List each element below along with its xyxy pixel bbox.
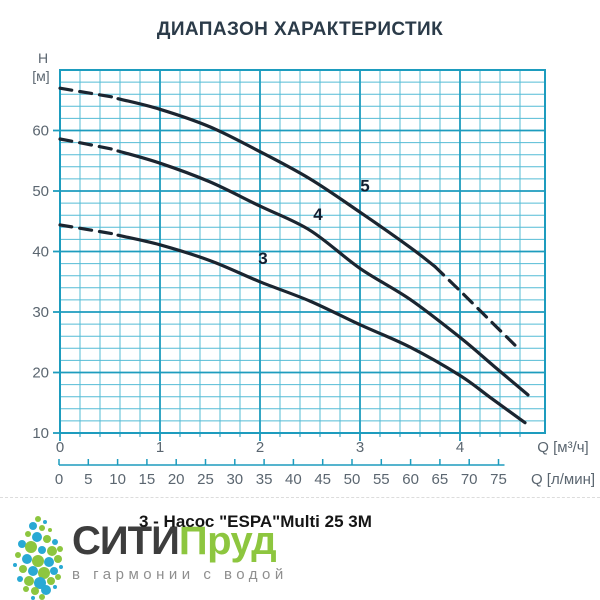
secondary-tick-label: 10 bbox=[109, 471, 126, 488]
drop-bubble bbox=[47, 577, 55, 585]
secondary-tick-label: 0 bbox=[55, 471, 63, 488]
drop-bubble bbox=[17, 576, 23, 582]
secondary-tick-label: 60 bbox=[402, 471, 419, 488]
secondary-tick-label: 5 bbox=[84, 471, 92, 488]
secondary-tick-label: 35 bbox=[256, 471, 273, 488]
drop-bubble bbox=[31, 587, 39, 595]
secondary-tick-label: 45 bbox=[314, 471, 331, 488]
drop-bubble bbox=[47, 546, 57, 556]
drop-bubble bbox=[32, 532, 42, 542]
x-tick-label: 3 bbox=[356, 439, 364, 456]
secondary-tick-label: 30 bbox=[226, 471, 243, 488]
drop-bubble bbox=[59, 565, 63, 569]
drop-bubble bbox=[39, 594, 45, 600]
x-tick-label: 0 bbox=[56, 439, 64, 456]
secondary-tick-label: 50 bbox=[344, 471, 361, 488]
drop-bubble bbox=[52, 539, 58, 545]
drop-bubble bbox=[29, 522, 37, 530]
drop-bubble bbox=[39, 525, 45, 531]
y-tick-label: 20 bbox=[32, 365, 49, 382]
drop-bubble bbox=[38, 546, 46, 554]
curve-label-4: 4 bbox=[313, 205, 323, 224]
x-tick-label: 1 bbox=[156, 439, 164, 456]
secondary-tick-label: 20 bbox=[168, 471, 185, 488]
curve-3 bbox=[116, 233, 527, 425]
y-tick-label: 50 bbox=[32, 183, 49, 200]
curve-4 bbox=[116, 149, 530, 397]
drop-bubble bbox=[13, 563, 17, 567]
secondary-tick-label: 40 bbox=[285, 471, 302, 488]
y-axis-unit: [м] bbox=[32, 68, 49, 84]
secondary-tick-label: 75 bbox=[490, 471, 507, 488]
drop-bubble bbox=[38, 567, 50, 579]
drop-bubble bbox=[57, 546, 63, 552]
curve-5 bbox=[58, 86, 120, 101]
drop-bubble bbox=[50, 567, 58, 575]
curve-4 bbox=[58, 137, 120, 153]
drop-bubble bbox=[28, 566, 38, 576]
drop-bubble bbox=[35, 516, 41, 522]
drop-bubble bbox=[18, 540, 26, 548]
drop-bubble bbox=[43, 520, 47, 524]
curve-5 bbox=[433, 265, 522, 352]
drop-bubble bbox=[41, 585, 51, 595]
drop-bubble bbox=[55, 574, 61, 580]
page-title: ДИАПАЗОН ХАРАКТЕРИСТИК bbox=[156, 19, 444, 40]
drop-bubble bbox=[23, 586, 29, 592]
secondary-tick-label: 25 bbox=[197, 471, 214, 488]
secondary-tick-label: 70 bbox=[461, 471, 478, 488]
chart-caption: 3 - Насос "ESPA"Multi 25 3M bbox=[139, 512, 372, 531]
drop-bubble bbox=[19, 565, 27, 573]
y-tick-label: 10 bbox=[32, 425, 49, 442]
y-tick-label: 60 bbox=[32, 123, 49, 140]
citypond-logo: СИТИПруд в гармонии с водой bbox=[10, 505, 340, 600]
drop-bubble bbox=[25, 541, 37, 553]
curve-label-3: 3 bbox=[258, 249, 267, 268]
secondary-tick-label: 55 bbox=[373, 471, 390, 488]
characteristics-chart: 10 20 30 40 50 60 Н [м] 0 1 2 3 4 Q [м³/ч] 0 5 10 15 20 25 3… bbox=[32, 50, 595, 488]
secondary-tick-label: 15 bbox=[139, 471, 156, 488]
drop-bubble bbox=[32, 555, 44, 567]
x-tick-label: 2 bbox=[256, 439, 264, 456]
drop-bubble bbox=[15, 552, 21, 558]
drop-bubble bbox=[43, 535, 51, 543]
y-axis-title: Н bbox=[38, 50, 48, 66]
curve-label-5: 5 bbox=[360, 177, 369, 196]
drop-bubble bbox=[31, 596, 35, 600]
secondary-tick-label: 65 bbox=[432, 471, 449, 488]
drop-bubble bbox=[53, 585, 57, 589]
water-drop-icon bbox=[13, 516, 63, 600]
drop-bubble bbox=[22, 554, 32, 564]
y-tick-label: 30 bbox=[32, 304, 49, 321]
drop-bubble bbox=[25, 531, 31, 537]
curve-3 bbox=[58, 223, 120, 237]
drop-bubble bbox=[24, 576, 34, 586]
logo-brand-text: СИТИПруд bbox=[72, 519, 277, 563]
logo-brand-pond: Пруд bbox=[178, 519, 277, 563]
y-tick-label: 40 bbox=[32, 244, 49, 261]
x-tick-label: 4 bbox=[456, 439, 464, 456]
drop-bubble bbox=[44, 557, 54, 567]
separator-line bbox=[0, 497, 600, 498]
curve-5 bbox=[116, 97, 437, 269]
secondary-axis-unit: Q [л/мин] bbox=[531, 471, 595, 488]
x-axis-unit: Q [м³/ч] bbox=[537, 439, 588, 456]
drop-bubble bbox=[54, 555, 62, 563]
drop-bubble bbox=[48, 528, 52, 532]
logo-tagline: в гармонии с водой bbox=[72, 566, 288, 583]
logo-brand-city: СИТИ bbox=[72, 519, 180, 563]
